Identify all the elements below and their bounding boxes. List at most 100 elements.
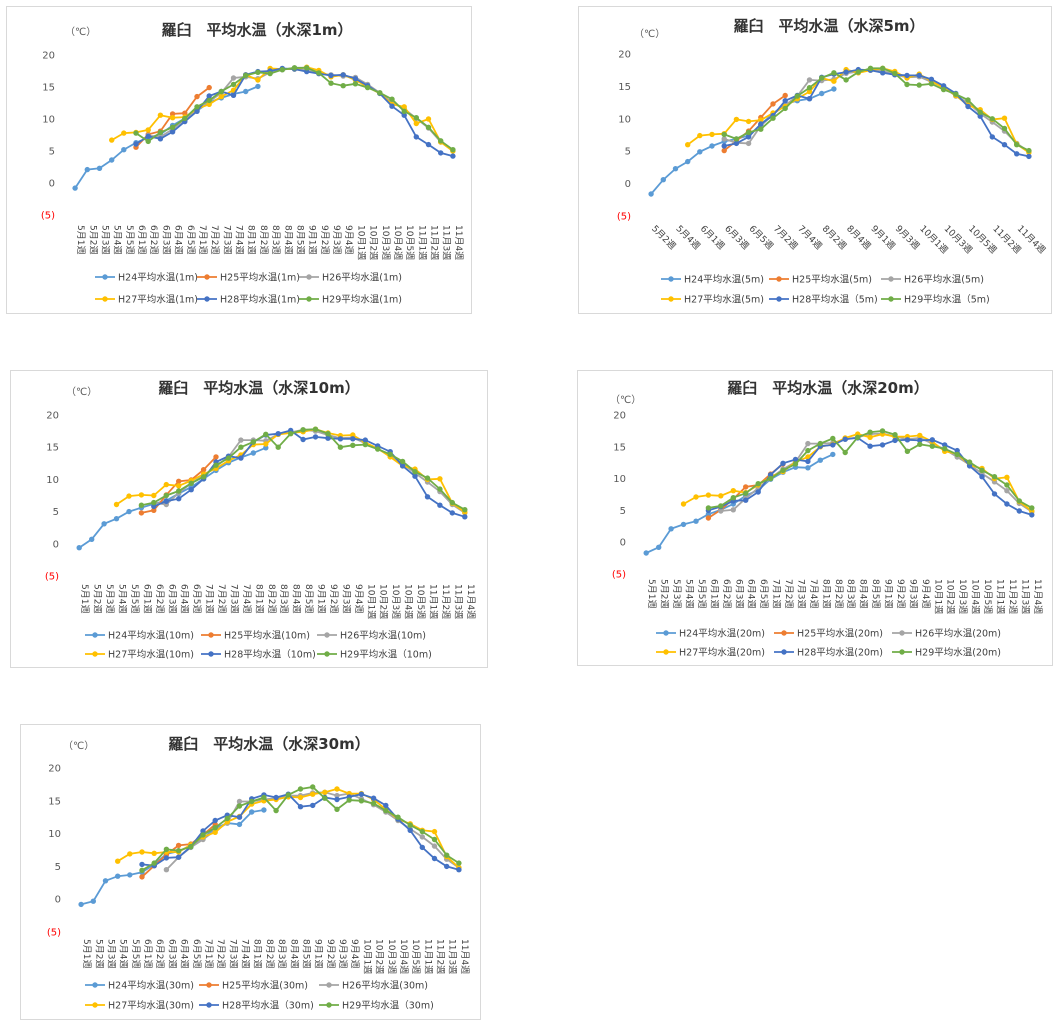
- x-tick-label: 10月2週: [368, 225, 379, 260]
- data-point: [84, 166, 91, 173]
- x-tick-label: 11月4週: [459, 939, 470, 974]
- data-point: [940, 86, 947, 93]
- data-point: [755, 489, 761, 495]
- x-tick-label: 9月1週: [883, 579, 894, 608]
- x-tick-label: 5月1週: [81, 939, 92, 968]
- x-tick-label: 6月2週: [154, 584, 165, 613]
- data-point: [904, 437, 911, 443]
- data-point: [407, 822, 413, 828]
- x-tick-label: 7月1週: [203, 939, 214, 968]
- x-tick-label: 6月5週: [747, 223, 776, 252]
- x-tick-label: 11月1週: [422, 939, 433, 974]
- legend-item-H24: H24平均水温(30m): [85, 980, 194, 992]
- x-tick-label: 7月2週: [209, 225, 220, 254]
- data-point: [389, 103, 395, 109]
- y-tick-label: 15: [42, 83, 55, 94]
- x-tick-label: 6月5週: [758, 579, 769, 608]
- data-point: [350, 442, 356, 448]
- legend-label: H26平均水温(5m): [904, 274, 984, 286]
- legend-label: H28平均水温(20m): [797, 647, 883, 659]
- data-point: [1004, 501, 1010, 507]
- data-point: [743, 497, 749, 503]
- legend-item-H27: H27平均水温(5m): [661, 294, 764, 306]
- legend-label: H24平均水温(5m): [684, 274, 764, 286]
- data-point: [383, 802, 389, 809]
- data-point: [383, 807, 389, 814]
- y-tick-label: 5: [55, 862, 61, 873]
- data-point: [304, 65, 310, 71]
- data-point: [188, 844, 194, 850]
- data-point: [285, 792, 291, 798]
- legend-item-H28: H28平均水温（5m): [769, 294, 878, 306]
- x-tick-label: 6月5週: [185, 225, 196, 254]
- data-point: [425, 116, 432, 122]
- data-point: [444, 852, 450, 858]
- data-point: [200, 832, 206, 838]
- data-point: [151, 507, 157, 513]
- x-tick-label: 7月4週: [241, 584, 252, 613]
- data-point: [437, 476, 443, 482]
- x-tick-label: 7月3週: [795, 579, 806, 608]
- data-point: [401, 112, 407, 118]
- data-point: [157, 129, 164, 136]
- x-tick-label: 10月5週: [982, 579, 993, 614]
- x-tick-label: 8月1週: [820, 579, 831, 608]
- data-point: [250, 439, 256, 445]
- data-point: [163, 855, 170, 861]
- data-point: [977, 113, 983, 119]
- y-tick-label: 10: [46, 475, 59, 486]
- data-point: [462, 514, 468, 520]
- data-point: [312, 434, 319, 440]
- data-point: [238, 444, 244, 450]
- data-point: [176, 483, 182, 489]
- data-point: [273, 807, 279, 814]
- x-tick-label: 9月3週: [893, 223, 922, 252]
- data-point: [138, 502, 145, 508]
- x-tick-label: 6月3週: [722, 223, 751, 252]
- x-tick-label: 7月2週: [215, 939, 226, 968]
- x-tick-label: 7月3週: [221, 225, 232, 254]
- x-tick-label: 8月4週: [291, 584, 302, 613]
- data-point: [444, 863, 450, 870]
- data-point: [157, 136, 164, 142]
- legend-item-H25: H25平均水温(20m): [774, 628, 883, 640]
- data-point: [718, 508, 724, 514]
- legend-label: H26平均水温(30m): [342, 980, 428, 992]
- data-point: [792, 461, 799, 467]
- x-tick-label: 5月1週: [75, 225, 86, 254]
- data-point: [133, 141, 139, 147]
- data-point: [730, 488, 736, 494]
- x-tick-label: 7月4週: [795, 223, 824, 252]
- data-point: [212, 817, 218, 824]
- x-tick-label: 5月2週: [93, 939, 104, 968]
- data-point: [334, 796, 340, 803]
- data-point: [819, 75, 825, 81]
- chart-30m: 羅臼 平均水温（水深30m） （℃） (5) 0 5 10 15 20 5月1週 5月2週 5月3週…: [47, 735, 470, 1012]
- data-point: [1001, 115, 1008, 121]
- data-point: [743, 484, 749, 490]
- data-point: [660, 177, 666, 183]
- x-tick-label: 7月3週: [227, 939, 238, 968]
- x-tick-label: 10月4週: [970, 579, 981, 614]
- y-tick-label: 20: [618, 50, 631, 61]
- x-tick-label: 6月2週: [721, 579, 732, 608]
- x-tick-label: 7月1週: [197, 225, 208, 254]
- data-point: [399, 463, 406, 469]
- data-point: [780, 467, 786, 473]
- data-point: [892, 437, 898, 444]
- data-point: [1026, 147, 1032, 154]
- x-tick-label: 10月1週: [355, 225, 366, 260]
- legend-label: H29平均水温（5m): [904, 294, 990, 306]
- x-tick-label: 9月1週: [869, 223, 898, 252]
- x-tick-label: 8月1週: [252, 939, 263, 968]
- legend-item-H26: H26平均水温(20m): [892, 628, 1001, 640]
- data-point: [151, 850, 157, 856]
- data-point: [133, 130, 139, 136]
- data-point: [188, 487, 194, 493]
- data-point: [249, 798, 255, 805]
- data-point: [340, 72, 346, 78]
- data-point: [693, 494, 699, 500]
- legend-label: H27平均水温(20m): [679, 647, 765, 659]
- y-tick-label: 10: [613, 474, 626, 485]
- data-point: [151, 860, 157, 866]
